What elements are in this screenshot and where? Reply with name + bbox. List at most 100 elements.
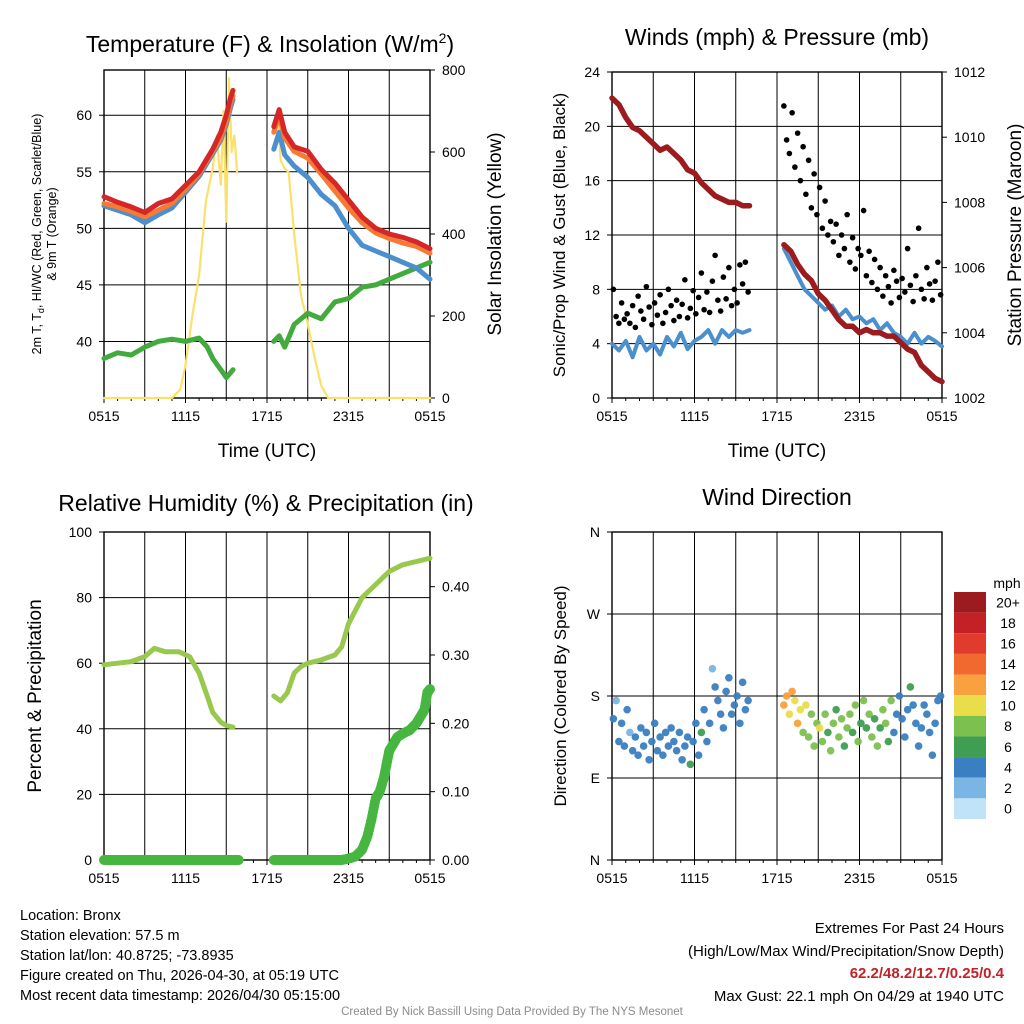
- wind-direction-point: [626, 728, 634, 737]
- wind-direction-point: [884, 737, 893, 746]
- gust-point: [739, 281, 746, 287]
- x-tick-label: 0515: [88, 408, 119, 424]
- colorbar-label: 14: [1000, 656, 1016, 672]
- series-hi-wc-line: [271, 129, 433, 282]
- gust-point: [632, 324, 639, 331]
- wind-direction-point: [881, 719, 890, 728]
- y-tick-label: 80: [76, 590, 92, 606]
- gust-point: [874, 286, 881, 293]
- wind-direction-point: [628, 746, 637, 755]
- gust-point: [627, 320, 633, 327]
- gust-point: [624, 310, 630, 317]
- wind-direction-point: [857, 719, 865, 728]
- gust-point: [789, 109, 795, 116]
- wind-direction-point: [925, 728, 934, 737]
- x-tick-label: 0515: [88, 870, 119, 886]
- gust-point: [660, 320, 666, 327]
- wind-direction-point: [678, 755, 686, 764]
- gust-point: [902, 289, 908, 295]
- wind-direction-point: [887, 696, 895, 705]
- wind-direction-point: [815, 724, 824, 732]
- gust-point: [855, 245, 861, 252]
- temperature-insolation-chart: 0515 1115 1715 2315 051540455055600200400600…: [30, 30, 506, 462]
- extremes-title: Extremes For Past 24 Hours: [814, 920, 1004, 937]
- gust-point: [698, 270, 705, 276]
- gust-point: [929, 297, 936, 304]
- series-9m-t-line: [271, 112, 433, 256]
- y-tick-label: 60: [76, 107, 92, 123]
- wind-speed-line: [610, 328, 752, 360]
- gust-point: [701, 306, 707, 313]
- x-tick-label: 1715: [251, 870, 282, 886]
- wind-direction-point: [793, 719, 802, 728]
- wind-direction-point: [782, 692, 791, 700]
- gust-point: [643, 283, 650, 290]
- gust-point: [860, 207, 867, 214]
- wind-direction-point: [650, 719, 659, 728]
- y2-tick-label: 1006: [954, 260, 985, 276]
- y-tick-label: 0: [592, 390, 600, 406]
- wind-direction-point: [620, 742, 629, 750]
- gust-point: [844, 211, 850, 218]
- wind-direction-point: [656, 733, 664, 741]
- wind-direction-point: [648, 737, 656, 746]
- gust-point: [687, 305, 694, 312]
- gust-point: [723, 296, 729, 302]
- y-tick-label: 16: [584, 173, 600, 189]
- wind-direction-point: [667, 724, 675, 732]
- y-tick-label: N: [590, 524, 600, 540]
- wind-direction-point: [645, 755, 653, 764]
- gust-point: [665, 286, 672, 293]
- y2-tick-label: 1008: [954, 194, 985, 210]
- gust-point: [849, 234, 856, 241]
- y-tick-label: 60: [76, 655, 92, 671]
- colorbar-label: 10: [1000, 698, 1016, 714]
- series-2m-t-line: [101, 87, 236, 215]
- gust-point: [800, 143, 806, 150]
- wind-direction-point: [859, 696, 868, 705]
- wind-direction-point: [936, 692, 945, 700]
- x-tick-label: 1715: [761, 870, 792, 886]
- gust-point: [673, 297, 680, 304]
- station-latlon: Station lat/lon: 40.8725; -73.8935: [20, 948, 234, 964]
- wind-direction-point: [846, 710, 854, 719]
- y-tick-label: 45: [76, 277, 92, 293]
- y2-tick-label: 0.40: [442, 579, 469, 595]
- gust-point: [833, 221, 839, 227]
- wind-direction-point: [730, 701, 739, 709]
- figure-created: Figure created on Thu, 2026-04-30, at 05…: [20, 968, 339, 984]
- x-tick-label: 2315: [333, 408, 364, 424]
- colorbar-swatch: [954, 633, 986, 654]
- wind-direction-point: [700, 705, 708, 714]
- wind-direction-point: [835, 733, 843, 741]
- extremes-subtitle: (High/Low/Max Wind/Precipitation/Snow De…: [688, 942, 1004, 960]
- gust-point: [684, 315, 691, 321]
- y2-axis-label: Station Pressure (Maroon): [1005, 124, 1024, 347]
- wind-direction-point: [703, 737, 711, 746]
- recent-data-timestamp: Most recent data timestamp: 2026/04/30 0…: [20, 988, 341, 1004]
- wind-direction-point: [868, 733, 876, 741]
- wind-direction-point: [623, 705, 631, 714]
- gust-point: [830, 238, 837, 245]
- gust-point: [737, 262, 743, 268]
- gust-point: [629, 302, 636, 309]
- x-tick-label: 1115: [171, 408, 200, 424]
- credit-line: Created By Nick Bassill Using Data Provi…: [341, 1006, 683, 1018]
- series-td-line: [101, 335, 236, 381]
- gust-point: [816, 184, 823, 191]
- x-tick-label: 1715: [251, 408, 282, 424]
- wind-direction-point: [697, 728, 706, 737]
- wind-direction-point: [722, 687, 730, 696]
- gust-point: [742, 259, 749, 265]
- max-gust: Max Gust: 22.1 mph On 04/29 at 1940 UTC: [713, 987, 1004, 1005]
- x-tick-label: 2315: [844, 870, 875, 886]
- gust-point: [904, 245, 911, 252]
- y2-tick-label: 1010: [954, 129, 985, 145]
- wind-direction-point: [725, 673, 733, 682]
- wind-direction-point: [818, 737, 827, 746]
- gust-point: [877, 264, 883, 271]
- gust-point: [646, 304, 652, 310]
- humidity-line: [271, 555, 433, 704]
- y-tick-label: 50: [76, 220, 92, 236]
- y-tick-label: 40: [76, 333, 92, 349]
